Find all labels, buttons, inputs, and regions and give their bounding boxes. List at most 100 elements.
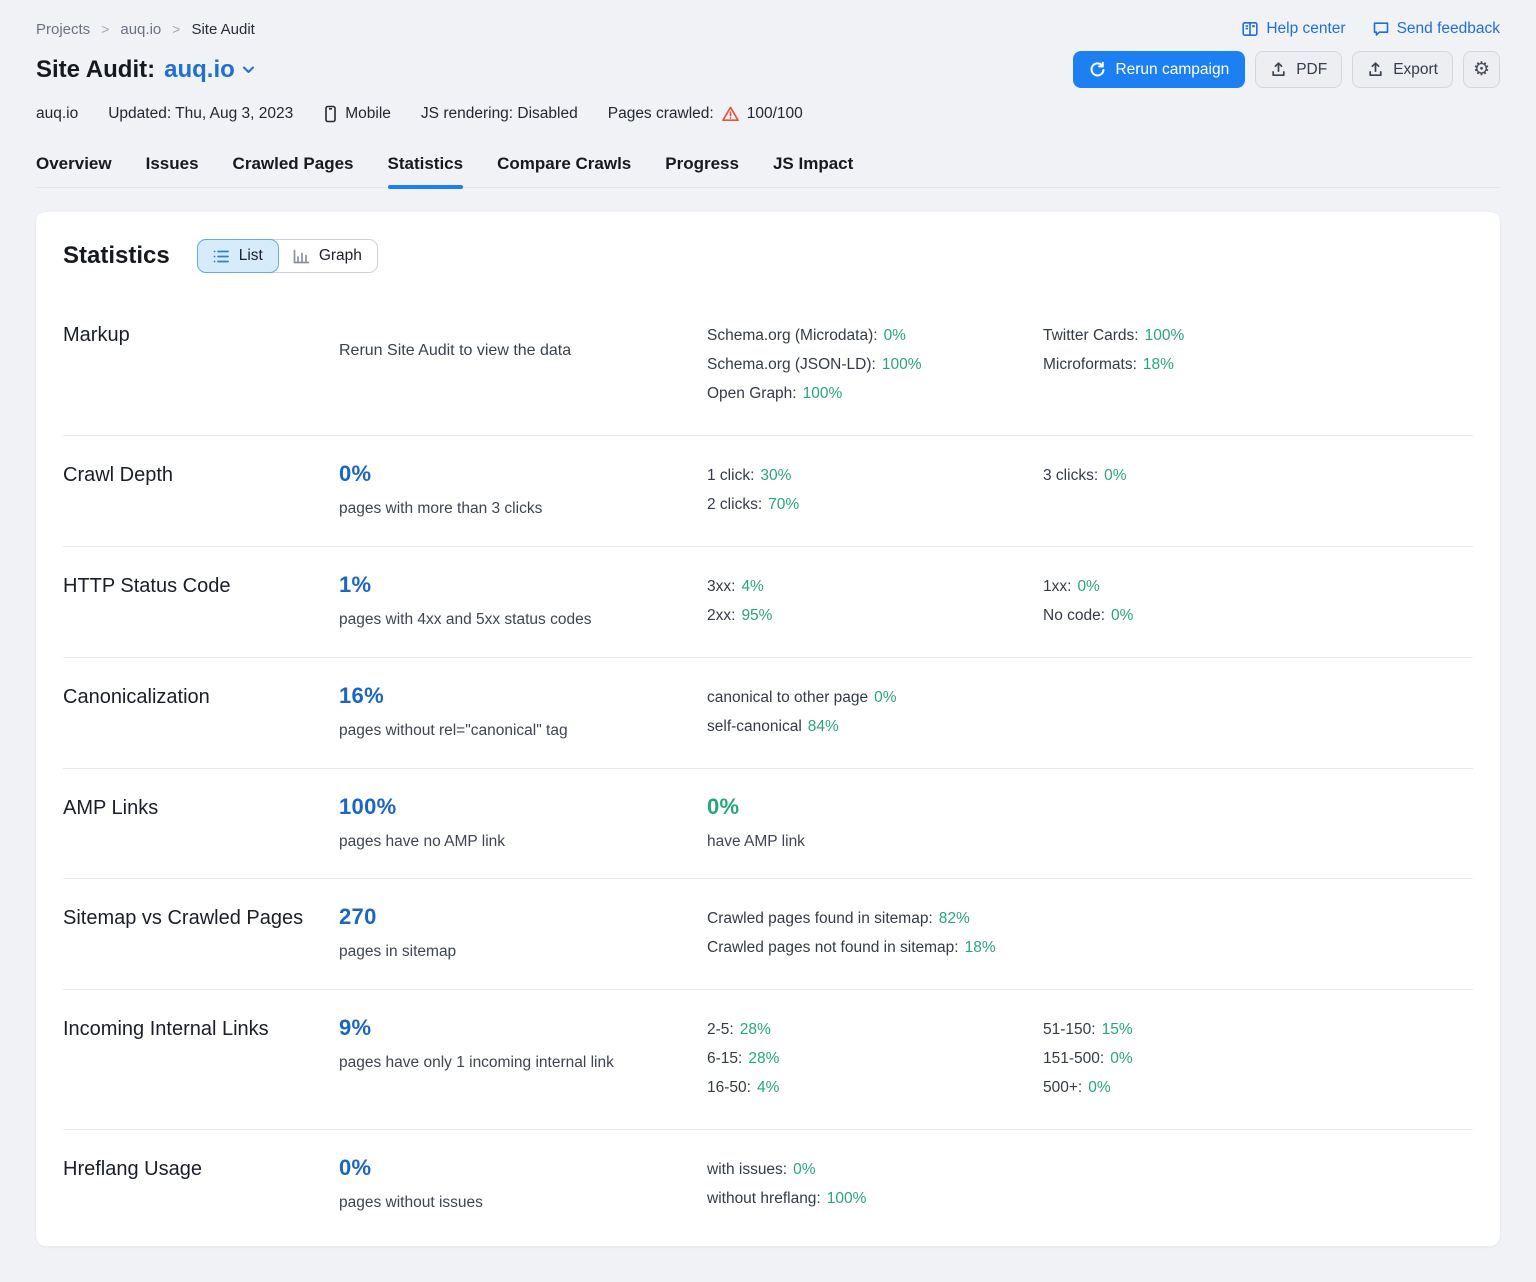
main-value: 100% — [339, 794, 707, 820]
send-feedback-link[interactable]: Send feedback — [1372, 20, 1500, 38]
mobile-phone-icon — [323, 105, 338, 123]
breadcrumb: Projects > auq.io > Site Audit — [36, 21, 255, 38]
detail-list: Twitter Cards:100% Microformats:18% — [1043, 321, 1473, 379]
detail-item: with issues:0% — [707, 1155, 1043, 1184]
speech-bubble-icon — [1372, 20, 1390, 38]
detail-item: canonical to other page0% — [707, 683, 1043, 712]
rerun-campaign-button[interactable]: Rerun campaign — [1073, 51, 1245, 88]
main-sublabel: pages with more than 3 clicks — [339, 500, 707, 518]
row-label: HTTP Status Code — [63, 572, 339, 600]
stat-row-canonicalization: Canonicalization 16% pages without rel="… — [63, 657, 1473, 768]
detail-item: 16-50:4% — [707, 1073, 1043, 1102]
page: Projects > auq.io > Site Audit Help cent… — [0, 0, 1536, 1282]
page-title: Site Audit: auq.io — [36, 56, 255, 84]
project-selector[interactable]: auq.io — [164, 56, 255, 84]
detail-list: 1xx:0% No code:0% — [1043, 572, 1473, 630]
warning-triangle-icon — [721, 105, 740, 123]
row-label: Incoming Internal Links — [63, 1015, 339, 1043]
top-bar: Projects > auq.io > Site Audit Help cent… — [36, 0, 1500, 38]
main-sublabel: pages have no AMP link — [339, 833, 707, 851]
meta-domain: auq.io — [36, 105, 78, 123]
meta-pages-crawled: Pages crawled: 100/100 — [608, 105, 803, 123]
detail-list: 1 click:30% 2 clicks:70% — [707, 461, 1043, 519]
detail-item: 3 clicks:0% — [1043, 461, 1473, 490]
row-main: 270 pages in sitemap — [339, 904, 707, 961]
row-main: 100% pages have no AMP link — [339, 794, 707, 851]
detail-item: 2 clicks:70% — [707, 490, 1043, 519]
pdf-button[interactable]: PDF — [1255, 51, 1342, 88]
row-main: 0% pages without issues — [339, 1155, 707, 1212]
refresh-icon — [1089, 61, 1106, 78]
detail-list: 51-150:15% 151-500:0% 500+:0% — [1043, 1015, 1473, 1102]
stat-row-hreflang: Hreflang Usage 0% pages without issues w… — [63, 1129, 1473, 1240]
settings-button[interactable]: ⚙ — [1463, 51, 1500, 88]
detail-item: Twitter Cards:100% — [1043, 321, 1473, 350]
detail-item: 1xx:0% — [1043, 572, 1473, 601]
rerun-campaign-label: Rerun campaign — [1115, 61, 1229, 79]
bar-chart-icon — [293, 249, 310, 264]
detail-item: 2xx:95% — [707, 601, 1043, 630]
stat-row-crawl-depth: Crawl Depth 0% pages with more than 3 cl… — [63, 435, 1473, 546]
export-button[interactable]: Export — [1352, 51, 1453, 88]
detail-item: without hreflang:100% — [707, 1184, 1043, 1213]
title-row: Site Audit: auq.io Rerun campaign — [36, 51, 1500, 88]
main-sublabel: pages without rel="canonical" tag — [339, 722, 707, 740]
detail-item: 6-15:28% — [707, 1044, 1043, 1073]
main-value: 9% — [339, 1015, 707, 1041]
breadcrumb-project[interactable]: auq.io — [120, 21, 161, 38]
view-toggle-graph[interactable]: Graph — [278, 240, 377, 272]
chevron-right-icon: > — [101, 21, 109, 37]
gear-icon: ⚙ — [1473, 58, 1490, 81]
pdf-label: PDF — [1296, 61, 1327, 79]
upload-icon — [1270, 61, 1287, 78]
main-sublabel: pages with 4xx and 5xx status codes — [339, 611, 707, 629]
view-toggle-list[interactable]: List — [198, 240, 278, 272]
help-center-link[interactable]: Help center — [1241, 20, 1345, 38]
chevron-down-icon — [242, 65, 255, 74]
secondary-main: 0% have AMP link — [707, 794, 1043, 851]
tab-compare-crawls[interactable]: Compare Crawls — [497, 154, 631, 187]
detail-list: canonical to other page0% self-canonical… — [707, 683, 1043, 741]
tab-crawled-pages[interactable]: Crawled Pages — [233, 154, 354, 187]
detail-item: No code:0% — [1043, 601, 1473, 630]
breadcrumb-projects[interactable]: Projects — [36, 21, 90, 38]
detail-item: 1 click:30% — [707, 461, 1043, 490]
detail-list: 2-5:28% 6-15:28% 16-50:4% — [707, 1015, 1043, 1102]
tab-issues[interactable]: Issues — [146, 154, 199, 187]
upload-icon — [1367, 61, 1384, 78]
row-main: Rerun Site Audit to view the data — [339, 321, 707, 360]
main-value: 0% — [339, 1155, 707, 1181]
tab-bar: Overview Issues Crawled Pages Statistics… — [36, 154, 1500, 188]
stat-row-markup: Markup Rerun Site Audit to view the data… — [63, 296, 1473, 435]
view-toggle-list-label: List — [239, 247, 263, 265]
row-label: Crawl Depth — [63, 461, 339, 489]
main-value: 0% — [339, 461, 707, 487]
help-center-label: Help center — [1266, 20, 1345, 38]
tab-progress[interactable]: Progress — [665, 154, 739, 187]
statistics-card: Statistics List — [36, 212, 1500, 1246]
project-name: auq.io — [164, 56, 235, 84]
detail-list: 3xx:4% 2xx:95% — [707, 572, 1043, 630]
detail-list: Schema.org (Microdata):0% Schema.org (JS… — [707, 321, 1043, 408]
detail-item: Open Graph:100% — [707, 379, 1043, 408]
stat-row-sitemap: Sitemap vs Crawled Pages 270 pages in si… — [63, 878, 1473, 989]
detail-item: 500+:0% — [1043, 1073, 1473, 1102]
stat-row-http-status: HTTP Status Code 1% pages with 4xx and 5… — [63, 546, 1473, 657]
detail-list: with issues:0% without hreflang:100% — [707, 1155, 1043, 1213]
row-label: Hreflang Usage — [63, 1155, 339, 1183]
detail-item: self-canonical84% — [707, 712, 1043, 741]
statistics-header: Statistics List — [63, 212, 1473, 296]
tab-js-impact[interactable]: JS Impact — [773, 154, 853, 187]
list-icon — [213, 249, 230, 264]
meta-js-rendering: JS rendering: Disabled — [421, 105, 578, 123]
campaign-meta: auq.io Updated: Thu, Aug 3, 2023 Mobile … — [36, 105, 1500, 123]
main-value: 270 — [339, 904, 707, 930]
detail-item: 151-500:0% — [1043, 1044, 1473, 1073]
detail-item: Crawled pages not found in sitemap:18% — [707, 933, 1473, 962]
main-value: 16% — [339, 683, 707, 709]
row-main: 1% pages with 4xx and 5xx status codes — [339, 572, 707, 629]
row-label: Canonicalization — [63, 683, 339, 711]
header-actions: Rerun campaign PDF — [1073, 51, 1500, 88]
tab-statistics[interactable]: Statistics — [388, 154, 464, 187]
tab-overview[interactable]: Overview — [36, 154, 112, 187]
